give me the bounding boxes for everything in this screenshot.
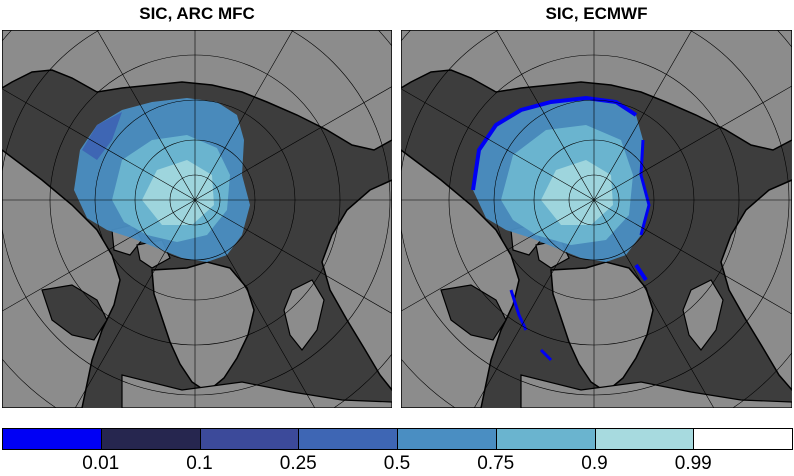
colorbar-segment [495, 428, 596, 450]
colorbar [2, 428, 793, 452]
colorbar-segment [693, 428, 793, 450]
colorbar-tick-label: 0.9 [581, 453, 608, 474]
colorbar-segment [594, 428, 695, 450]
colorbar-labels: 0.01 0.1 0.25 0.5 0.75 0.9 0.99 [0, 453, 794, 475]
colorbar-tick-label: 0.1 [186, 453, 213, 474]
colorbar-tick-label: 0.5 [383, 453, 411, 474]
colorbar-segment [100, 428, 201, 450]
colorbar-segment [397, 428, 497, 450]
colorbar-tick-label: 0.25 [279, 453, 317, 474]
colorbar-tick-label: 0.01 [82, 453, 120, 474]
panel-title-arc-mfc: SIC, ARC MFC [139, 4, 255, 23]
colorbar-tick-label: 0.75 [477, 453, 515, 474]
sea-ice-map-ecmwf [401, 30, 792, 408]
panel-title-ecmwf: SIC, ECMWF [545, 4, 648, 23]
colorbar-segment [199, 428, 300, 450]
colorbar-tick-label: 0.99 [674, 453, 712, 474]
sea-ice-map-arc-mfc [2, 30, 392, 408]
colorbar-segment [298, 428, 398, 450]
colorbar-segment [2, 428, 102, 450]
